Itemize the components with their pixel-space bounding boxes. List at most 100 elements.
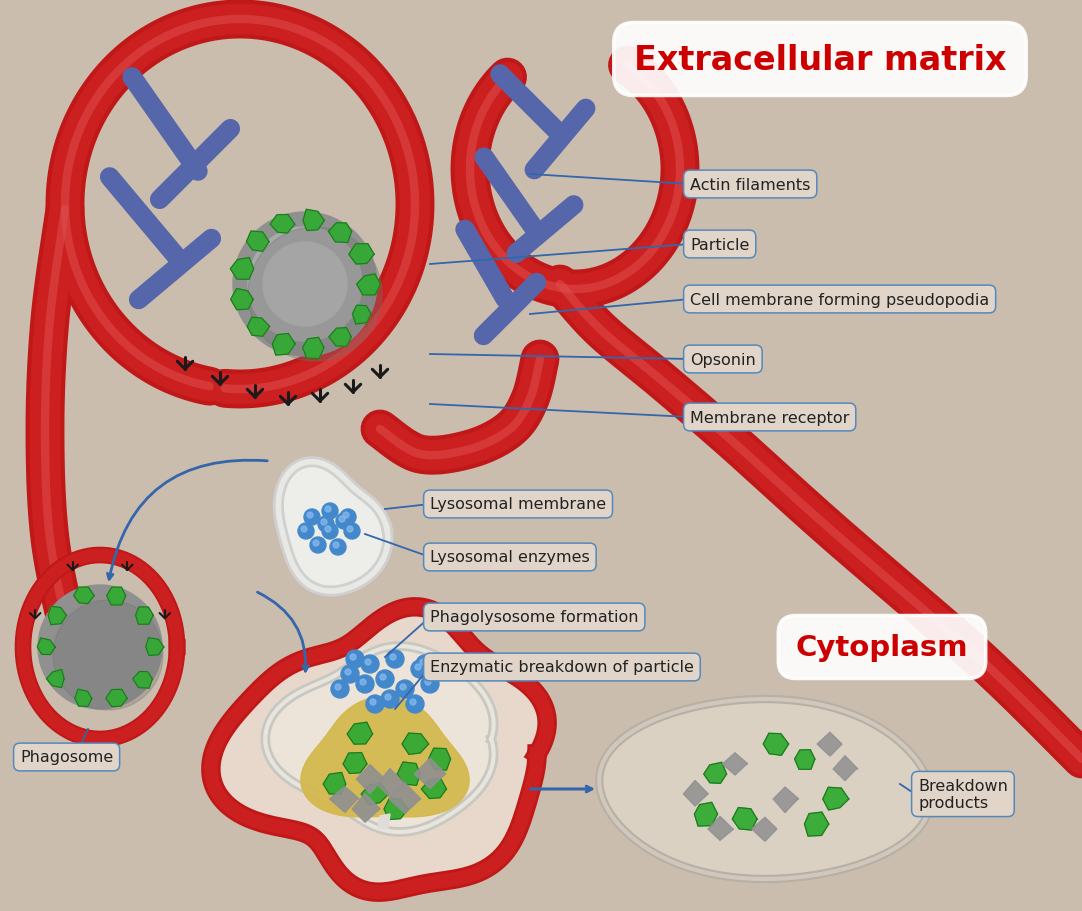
Polygon shape [684,781,709,806]
Circle shape [322,504,338,519]
Text: Actin filaments: Actin filaments [690,178,810,192]
Polygon shape [230,289,253,311]
Polygon shape [211,607,547,892]
Circle shape [337,514,352,529]
Circle shape [386,650,404,669]
Circle shape [381,691,399,708]
Polygon shape [708,816,734,840]
Circle shape [38,586,162,710]
Circle shape [356,675,374,693]
Circle shape [248,228,362,342]
Polygon shape [378,769,405,797]
Circle shape [322,524,338,539]
Polygon shape [343,752,367,773]
Polygon shape [38,639,55,655]
Polygon shape [270,215,294,234]
Polygon shape [384,799,408,820]
Circle shape [304,509,320,526]
Polygon shape [822,787,848,810]
Circle shape [248,228,382,362]
Polygon shape [703,763,726,783]
Polygon shape [347,722,372,744]
Circle shape [420,660,426,665]
Polygon shape [265,646,493,832]
Polygon shape [329,328,352,347]
Circle shape [330,539,346,556]
Text: Opsonin: Opsonin [690,353,755,367]
Text: Breakdown
products: Breakdown products [918,778,1007,810]
Polygon shape [303,210,325,231]
Circle shape [406,695,424,713]
Circle shape [53,600,163,711]
Polygon shape [378,814,390,829]
Polygon shape [273,334,295,355]
Text: Lysosomal enzymes: Lysosomal enzymes [430,550,590,565]
Polygon shape [106,690,128,707]
Circle shape [370,700,377,705]
Circle shape [385,694,391,701]
Circle shape [333,542,339,548]
Polygon shape [357,274,381,295]
Polygon shape [403,733,428,754]
Polygon shape [390,783,421,814]
Polygon shape [278,462,387,591]
Circle shape [400,684,406,691]
Circle shape [360,680,366,685]
Polygon shape [774,787,799,813]
Circle shape [307,512,313,518]
Polygon shape [348,244,374,265]
Polygon shape [817,732,842,756]
Circle shape [335,684,341,691]
Circle shape [311,537,326,553]
Circle shape [344,524,360,539]
Circle shape [298,524,314,539]
Polygon shape [763,733,789,755]
Polygon shape [695,803,717,826]
Text: Enzymatic breakdown of particle: Enzymatic breakdown of particle [430,660,694,675]
Circle shape [343,512,349,518]
Circle shape [415,664,421,670]
Text: Extracellular matrix: Extracellular matrix [634,44,1006,77]
Circle shape [377,670,394,688]
Circle shape [331,681,349,698]
Circle shape [325,527,331,532]
Polygon shape [47,670,64,688]
Circle shape [390,654,396,660]
Circle shape [415,655,434,673]
Text: Particle: Particle [690,237,750,252]
Polygon shape [723,752,748,775]
Polygon shape [48,607,66,625]
Polygon shape [75,690,92,707]
Polygon shape [428,748,450,771]
Polygon shape [146,638,163,656]
Polygon shape [107,588,126,605]
Polygon shape [353,793,380,823]
Text: Membrane receptor: Membrane receptor [690,410,849,425]
Polygon shape [230,258,253,280]
Polygon shape [353,306,371,324]
Polygon shape [329,223,352,243]
Polygon shape [833,756,858,781]
Polygon shape [361,783,388,804]
Circle shape [361,655,379,673]
Polygon shape [330,787,359,813]
Circle shape [233,213,377,356]
Circle shape [301,527,307,532]
Text: Phagosome: Phagosome [19,750,114,764]
Circle shape [425,680,431,685]
Polygon shape [397,763,420,785]
Circle shape [325,507,331,512]
Circle shape [410,700,415,705]
Circle shape [340,509,356,526]
Polygon shape [301,697,470,817]
Polygon shape [303,338,324,359]
Circle shape [313,540,319,547]
Polygon shape [805,813,829,836]
Polygon shape [74,588,94,604]
Circle shape [341,665,359,683]
Circle shape [349,654,356,660]
Polygon shape [794,750,815,770]
Circle shape [365,660,371,665]
Polygon shape [324,773,345,794]
Text: Cell membrane forming pseudopodia: Cell membrane forming pseudopodia [690,292,989,307]
